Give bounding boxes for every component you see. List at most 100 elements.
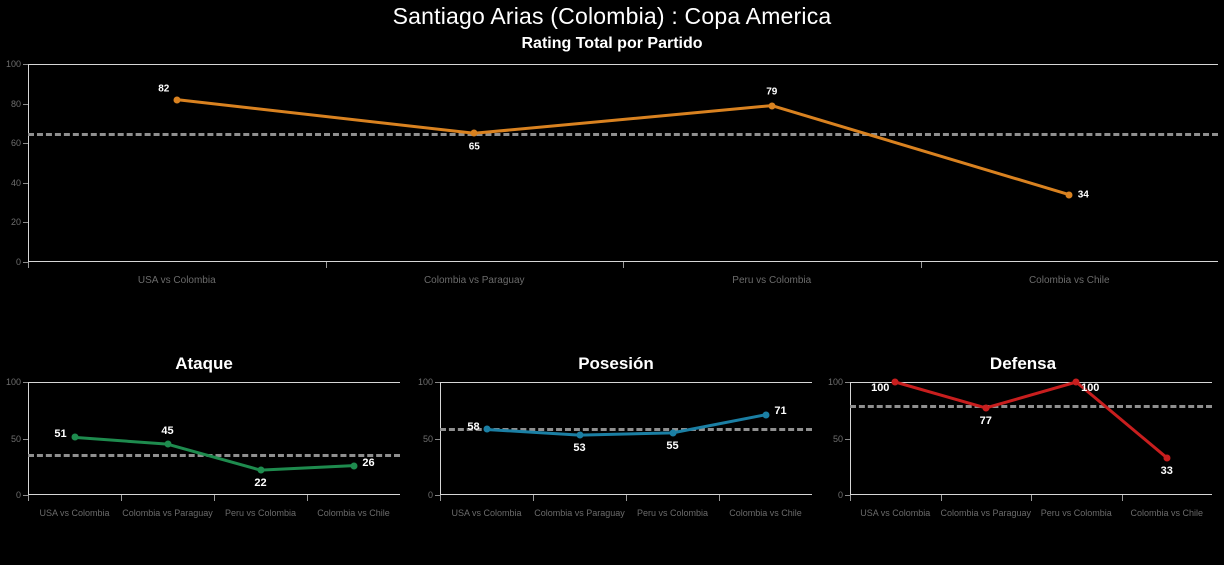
- x-tick-mark: [850, 495, 851, 501]
- plot-area-ataque: 0 50 100 51 45 22 26 USA vs Colombia Colombia vs…: [6, 377, 400, 518]
- x-axis-label: Colombia vs Chile: [1130, 508, 1204, 518]
- y-tick-mark: [23, 495, 28, 496]
- x-tick-mark: [214, 495, 215, 501]
- data-label: 55: [666, 439, 679, 452]
- x-axis-label: Peru vs Colombia: [732, 275, 812, 286]
- y-tick-label: 0: [837, 490, 843, 500]
- x-axis-label: Colombia vs Paraguay: [423, 275, 525, 286]
- average-reference-line: [850, 404, 1212, 408]
- data-point[interactable]: [669, 429, 676, 437]
- y-tick-mark: [23, 382, 28, 383]
- data-label: 82: [158, 83, 170, 95]
- x-axis-label: USA vs Colombia: [39, 508, 110, 518]
- chart-defensa: Defensa 0 50 100 100 77 100 33 USA vs Colombia Co…: [822, 350, 1224, 565]
- data-label: 58: [467, 421, 480, 434]
- y-tick-mark: [845, 382, 850, 383]
- data-label: 65: [468, 141, 480, 153]
- x-axis-label: Colombia vs Paraguay: [940, 508, 1032, 518]
- x-tick-mark: [920, 262, 922, 268]
- y-tick-mark: [23, 222, 28, 224]
- plot-bottom-border: [440, 494, 812, 495]
- y-tick-label: 50: [832, 433, 843, 444]
- y-tick-mark: [435, 438, 440, 440]
- data-label: 100: [1081, 382, 1100, 394]
- x-tick-mark: [533, 495, 534, 501]
- page-subtitle: Rating Total por Partido: [521, 35, 703, 52]
- y-tick-label: 100: [827, 377, 843, 387]
- plot-left-axis: [440, 382, 441, 495]
- data-label: 33: [1160, 464, 1173, 477]
- y-tick-label: 80: [10, 98, 21, 109]
- y-tick-label: 50: [10, 433, 21, 444]
- data-label: 51: [54, 428, 67, 441]
- plot-area-defensa: 0 50 100 100 77 100 33 USA vs Colombia Colombia …: [828, 377, 1212, 518]
- x-axis-label: Peru vs Colombia: [1040, 508, 1112, 518]
- x-tick-mark: [719, 495, 720, 501]
- plot-top-border: [850, 382, 1212, 383]
- y-tick-label: 0: [427, 490, 433, 500]
- data-point[interactable]: [350, 462, 357, 470]
- series-line-ataque: [73, 435, 355, 472]
- data-label: 34: [1077, 189, 1089, 201]
- x-axis-label: Colombia vs Paraguay: [534, 508, 625, 518]
- average-reference-line: [440, 428, 812, 432]
- plot-area-rating-total: 0 20 40 60 80 100 82 65 79 34 USA vs Colombia Colom…: [6, 59, 1218, 286]
- data-label: 77: [979, 414, 992, 427]
- y-tick-label: 100: [5, 59, 21, 69]
- y-tick-label: 100: [417, 377, 433, 387]
- y-tick-mark: [23, 143, 28, 145]
- x-axis-label: USA vs Colombia: [860, 508, 931, 518]
- y-tick-label: 100: [5, 377, 21, 387]
- data-label: 53: [573, 442, 586, 455]
- y-tick-label: 20: [10, 217, 21, 228]
- y-tick-label: 0: [15, 490, 21, 500]
- x-axis-label: USA vs Colombia: [451, 508, 522, 518]
- x-axis-label: Colombia vs Chile: [317, 508, 390, 518]
- chart-title-defensa: Defensa: [989, 354, 1057, 373]
- x-tick-mark: [28, 495, 29, 501]
- data-point[interactable]: [1163, 454, 1171, 462]
- chart-title-posesion: Posesión: [578, 354, 654, 373]
- average-reference-line: [28, 133, 1218, 137]
- data-point[interactable]: [257, 466, 264, 474]
- page-title: Santiago Arias (Colombia) : Copa America: [392, 3, 832, 29]
- x-tick-mark: [307, 495, 308, 501]
- y-tick-mark: [435, 382, 440, 383]
- y-tick-label: 0: [15, 257, 21, 267]
- x-tick-mark: [440, 495, 441, 501]
- x-tick-mark: [1031, 495, 1032, 501]
- data-point[interactable]: [1072, 378, 1080, 386]
- data-point[interactable]: [576, 431, 583, 439]
- x-tick-mark: [623, 262, 624, 268]
- y-tick-mark: [23, 64, 28, 65]
- x-tick-mark: [1121, 495, 1123, 501]
- y-tick-mark: [845, 438, 850, 440]
- plot-top-border: [28, 382, 400, 383]
- y-tick-mark: [23, 262, 28, 263]
- data-point[interactable]: [71, 433, 78, 441]
- y-tick-mark: [435, 495, 440, 496]
- data-point[interactable]: [762, 411, 769, 419]
- data-point[interactable]: [164, 440, 171, 448]
- x-axis-label: Colombia vs Chile: [729, 508, 802, 518]
- plot-left-axis: [28, 64, 29, 262]
- y-tick-mark: [23, 438, 28, 440]
- plot-left-axis: [28, 382, 29, 495]
- chart-posesion: Posesión 0 50 100 58 53 55 71 USA vs Colombia Col…: [412, 350, 820, 565]
- data-point[interactable]: [768, 102, 776, 110]
- series-line-posesion: [485, 413, 767, 437]
- data-point[interactable]: [982, 404, 990, 412]
- data-label: 79: [766, 86, 778, 98]
- data-point[interactable]: [470, 129, 478, 137]
- data-point[interactable]: [173, 96, 181, 104]
- x-axis-label: Peru vs Colombia: [636, 508, 709, 518]
- x-axis-label: Colombia vs Paraguay: [122, 508, 213, 518]
- plot-left-axis: [850, 382, 851, 495]
- plot-bottom-border: [28, 261, 1218, 262]
- data-label: 22: [254, 477, 267, 490]
- y-tick-label: 50: [422, 433, 433, 444]
- x-tick-mark: [940, 495, 942, 501]
- data-point[interactable]: [1065, 191, 1073, 199]
- data-point[interactable]: [891, 378, 899, 386]
- data-point[interactable]: [483, 425, 490, 433]
